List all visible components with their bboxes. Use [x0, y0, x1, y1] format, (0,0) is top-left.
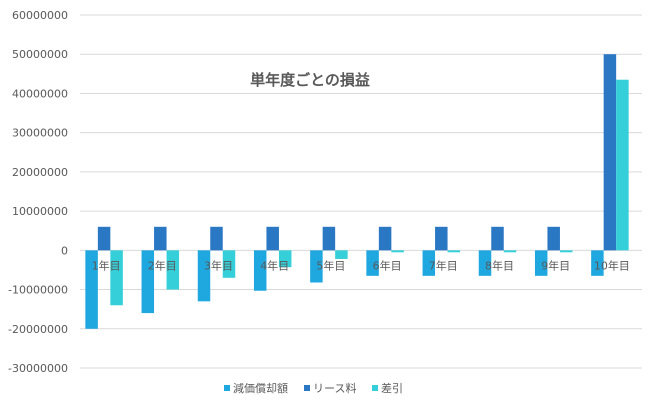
bar-2-8	[491, 226, 504, 251]
bar-3-9	[559, 250, 573, 253]
category-label: 10年目	[594, 258, 630, 272]
bar-2-10	[603, 54, 617, 251]
y-tick-label: 0	[61, 244, 68, 257]
bar-3-3	[222, 250, 236, 278]
bar-3-8	[503, 250, 517, 253]
legend-swatch-3	[372, 385, 378, 391]
legend-swatch-2	[304, 385, 310, 391]
legend-label-3: 差引	[381, 381, 403, 395]
bar-1-8	[478, 250, 492, 276]
y-tick-label: 10000000	[12, 205, 68, 218]
y-tick-label: 50000000	[12, 48, 68, 61]
bar-1-9	[534, 250, 548, 276]
chart-title: 単年度ごとの損益	[250, 71, 370, 89]
bar-1-10	[591, 250, 604, 276]
y-tick-label: 60000000	[12, 9, 68, 22]
bar-1-4	[253, 250, 267, 291]
legend-swatch-1	[224, 385, 230, 391]
category-label: 7年目	[429, 258, 458, 272]
y-tick-label: -10000000	[8, 284, 68, 297]
bar-1-7	[422, 250, 436, 276]
bar-3-10	[616, 79, 629, 251]
bars	[85, 54, 629, 329]
bar-2-3	[210, 226, 223, 251]
bar-2-4	[266, 226, 279, 251]
category-label: 9年目	[541, 258, 570, 272]
bar-1-3	[197, 250, 211, 302]
bar-3-1	[110, 250, 123, 306]
y-axis-ticks: 60000000 50000000 40000000 30000000 20000000…	[8, 9, 68, 375]
category-label: 5年目	[316, 258, 345, 272]
bar-2-6	[378, 226, 392, 251]
y-tick-label: 40000000	[12, 87, 68, 100]
category-labels: 1年目 2年目 3年目 4年目 5年目 6年目 7年目 8年目 9年目 10年目	[92, 258, 630, 272]
y-tick-label: -30000000	[8, 362, 68, 375]
bar-3-7	[447, 250, 461, 253]
y-tick-label: -20000000	[8, 323, 68, 336]
bar-1-5	[310, 250, 323, 283]
category-label: 8年目	[485, 258, 514, 272]
y-tick-label: 20000000	[12, 166, 68, 179]
category-label: 3年目	[204, 258, 233, 272]
category-label: 4年目	[260, 258, 289, 272]
bar-3-6	[391, 250, 404, 253]
bar-3-5	[335, 250, 348, 259]
y-tick-label: 30000000	[12, 127, 68, 140]
bar-1-2	[141, 250, 155, 314]
bar-2-9	[547, 226, 560, 251]
bar-2-7	[435, 226, 448, 251]
category-label: 2年目	[148, 258, 177, 272]
category-label: 6年目	[373, 258, 402, 272]
legend-label-1: 減価償却額	[233, 381, 288, 395]
bar-2-5	[322, 226, 336, 251]
legend: 減価償却額 リース料 差引	[224, 381, 403, 395]
legend-label-2: リース料	[313, 381, 356, 395]
bar-1-6	[366, 250, 379, 276]
bar-1-1	[85, 250, 98, 329]
gridlines	[80, 14, 642, 369]
bar-2-1	[97, 226, 111, 251]
bar-3-4	[278, 250, 292, 268]
bar-3-2	[166, 250, 180, 290]
category-label: 1年目	[92, 258, 121, 272]
bar-2-2	[154, 226, 167, 251]
